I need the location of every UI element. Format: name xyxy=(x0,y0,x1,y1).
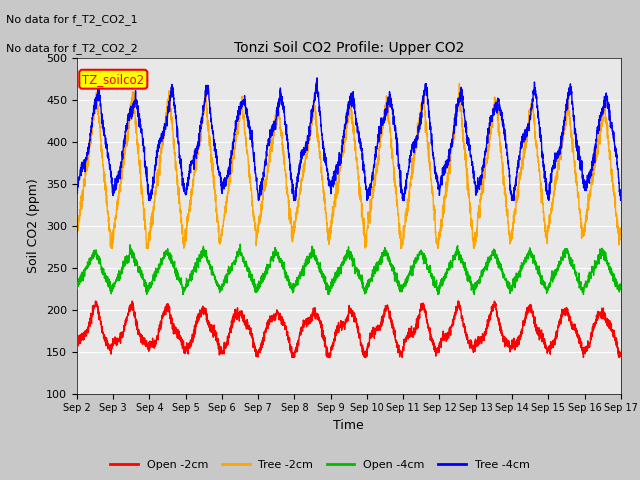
X-axis label: Time: Time xyxy=(333,419,364,432)
Text: TZ_soilco2: TZ_soilco2 xyxy=(82,73,145,86)
Y-axis label: Soil CO2 (ppm): Soil CO2 (ppm) xyxy=(28,178,40,273)
Text: No data for f_T2_CO2_1: No data for f_T2_CO2_1 xyxy=(6,14,138,25)
Title: Tonzi Soil CO2 Profile: Upper CO2: Tonzi Soil CO2 Profile: Upper CO2 xyxy=(234,41,464,55)
Legend: Open -2cm, Tree -2cm, Open -4cm, Tree -4cm: Open -2cm, Tree -2cm, Open -4cm, Tree -4… xyxy=(106,456,534,474)
Text: No data for f_T2_CO2_2: No data for f_T2_CO2_2 xyxy=(6,43,138,54)
